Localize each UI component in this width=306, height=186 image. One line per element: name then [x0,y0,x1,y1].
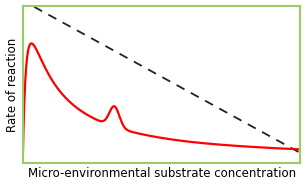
Y-axis label: Rate of reaction: Rate of reaction [6,37,19,132]
X-axis label: Micro-environmental substrate concentration: Micro-environmental substrate concentrat… [28,167,296,180]
